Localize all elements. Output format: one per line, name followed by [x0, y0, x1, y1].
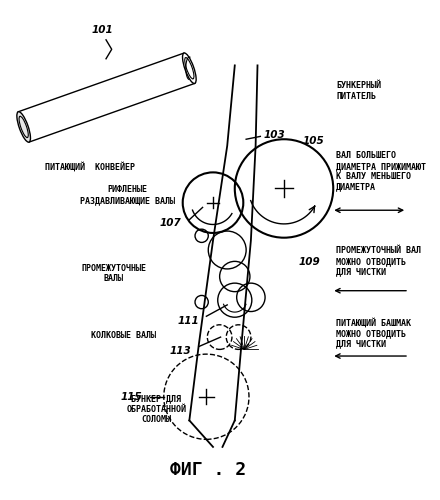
- Text: РИФЛЕНЫЕ
РАЗДАВЛИВАЮЩИЕ ВАЛЫ: РИФЛЕНЫЕ РАЗДАВЛИВАЮЩИЕ ВАЛЫ: [81, 186, 175, 205]
- Text: 103: 103: [263, 130, 285, 140]
- Text: ВАЛ БОЛЬШЕГО
ДИАМЕТРА ПРИЖИМАЮТ
К ВАЛУ МЕНЬШЕГО
ДИАМЕТРА: ВАЛ БОЛЬШЕГО ДИАМЕТРА ПРИЖИМАЮТ К ВАЛУ М…: [336, 152, 426, 192]
- Text: 109: 109: [298, 258, 320, 268]
- Text: 111: 111: [177, 316, 199, 326]
- Ellipse shape: [183, 53, 196, 84]
- Text: ПИТАЮЩИЙ  КОНВЕЙЕР: ПИТАЮЩИЙ КОНВЕЙЕР: [45, 162, 135, 172]
- Text: БУНКЕР ДЛЯ
ОБРАБОТАННОЙ
СОЛОМЫ: БУНКЕР ДЛЯ ОБРАБОТАННОЙ СОЛОМЫ: [126, 394, 186, 424]
- Text: БУНКЕРНЫЙ
ПИТАТЕЛЬ: БУНКЕРНЫЙ ПИТАТЕЛЬ: [336, 82, 381, 100]
- Ellipse shape: [17, 112, 30, 142]
- Text: 113: 113: [169, 346, 191, 356]
- Text: 107: 107: [160, 218, 182, 228]
- Text: ПРОМЕЖУТОЧНЫЙ ВАЛ
МОЖНО ОТВОДИТЬ
ДЛЯ ЧИСТКИ: ПРОМЕЖУТОЧНЫЙ ВАЛ МОЖНО ОТВОДИТЬ ДЛЯ ЧИС…: [336, 246, 421, 276]
- Text: ПРОМЕЖУТОЧНЫЕ
ВАЛЫ: ПРОМЕЖУТОЧНЫЕ ВАЛЫ: [81, 264, 146, 283]
- Text: 105: 105: [303, 136, 325, 146]
- Text: 115: 115: [120, 392, 142, 402]
- Text: ПИТАЮЩИЙ БАШМАК
МОЖНО ОТВОДИТЬ
ДЛЯ ЧИСТКИ: ПИТАЮЩИЙ БАШМАК МОЖНО ОТВОДИТЬ ДЛЯ ЧИСТК…: [336, 318, 411, 348]
- Text: 101: 101: [92, 26, 113, 36]
- Text: ФИГ . 2: ФИГ . 2: [170, 460, 246, 478]
- Text: КОЛКОВЫЕ ВАЛЫ: КОЛКОВЫЕ ВАЛЫ: [91, 330, 156, 340]
